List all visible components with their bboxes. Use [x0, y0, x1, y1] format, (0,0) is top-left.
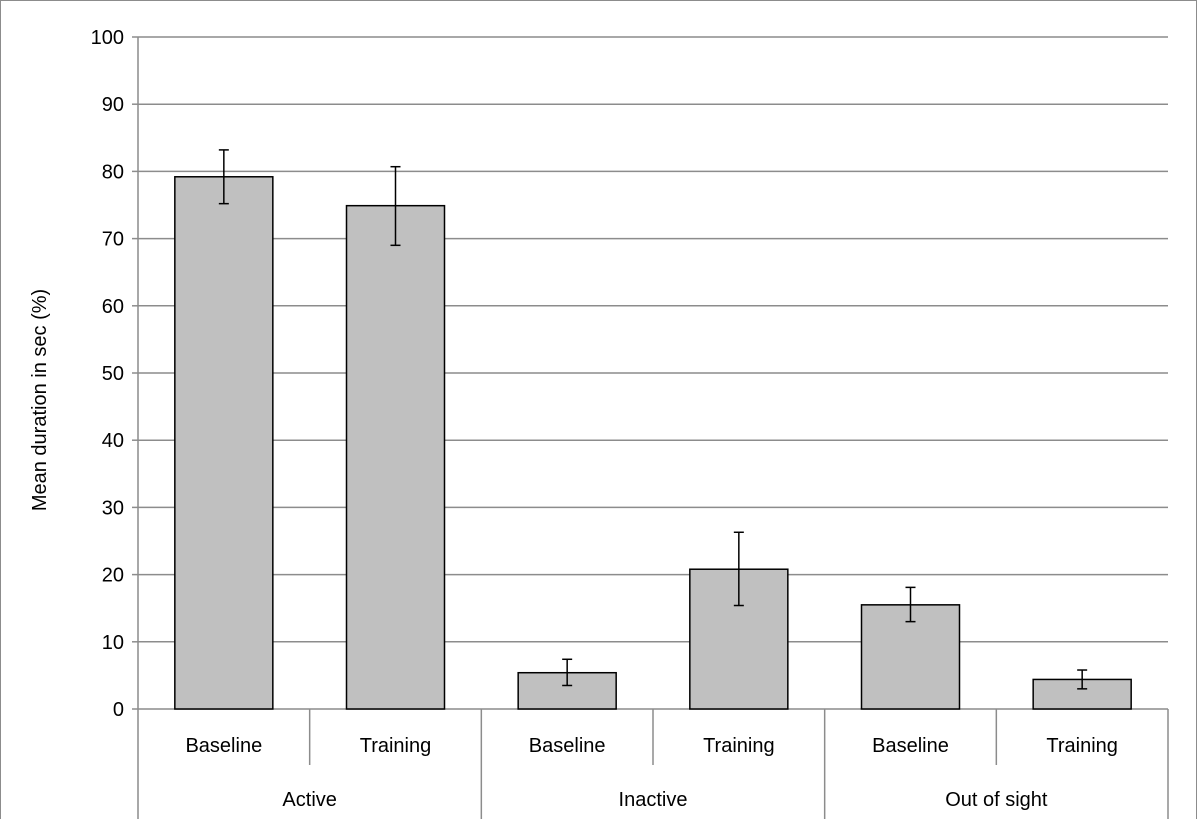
- bar-active-baseline: [174, 176, 274, 710]
- y-axis-label: Mean duration in sec (%): [29, 289, 51, 511]
- group-label: Out of sight: [945, 789, 1048, 811]
- y-tick-label: 30: [102, 497, 124, 519]
- x-tick-label: Baseline: [529, 735, 606, 757]
- y-tick-label: 40: [102, 430, 124, 452]
- y-tick-label: 50: [102, 363, 124, 385]
- x-tick-label: Training: [1046, 735, 1118, 757]
- y-tick-label: 100: [91, 27, 124, 49]
- y-tick-label: 70: [102, 229, 124, 251]
- y-tick-label: 80: [102, 161, 124, 183]
- y-tick-label: 10: [102, 632, 124, 654]
- x-tick-label: Training: [360, 735, 432, 757]
- bar-active-training: [345, 204, 446, 710]
- x-tick-label: Baseline: [872, 735, 949, 757]
- group-label: Inactive: [619, 789, 688, 811]
- group-label: Active: [282, 789, 336, 811]
- y-tick-label: 0: [113, 699, 124, 721]
- x-tick-label: Training: [703, 735, 775, 757]
- y-tick-label: 90: [102, 94, 124, 116]
- y-tick-label: 60: [102, 296, 124, 318]
- x-tick-label: Baseline: [185, 735, 262, 757]
- y-tick-label: 20: [102, 565, 124, 587]
